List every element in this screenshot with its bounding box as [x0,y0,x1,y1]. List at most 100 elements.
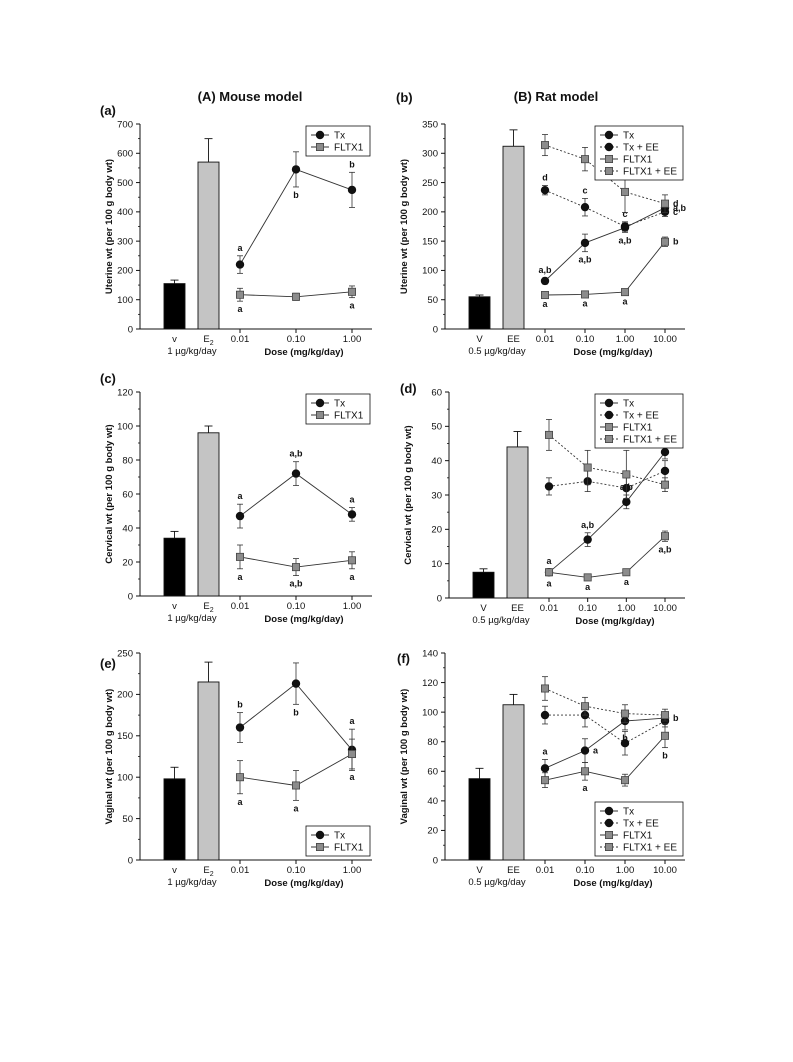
x-tick-label: 0.01 [536,334,555,345]
series-line [544,207,666,282]
series-line [548,535,666,578]
bar-estrogen [197,432,220,597]
legend-marker [604,142,614,152]
panel-b: (b) 0 50 100 150 200 250 300 350 Uterine wt (per … [396,90,687,358]
y-tick-label: 140 [422,648,438,659]
bar-estrogen [506,446,529,599]
bar-label: v [172,334,177,345]
bar-label: V [476,334,483,345]
significance-label: d [542,173,548,183]
series-tx: a a,b a [235,449,357,529]
y-tick-label: 200 [117,266,133,277]
data-point [621,187,630,196]
legend-entry: Tx [334,399,345,410]
series-line [544,688,666,716]
data-point [581,155,590,164]
y-tick-label: 60 [122,489,133,500]
significance-label: a,b [658,544,672,554]
y-tick-label: 100 [117,421,133,432]
y-axis-label: Uterine wt (per 100 g body wt) [399,159,410,294]
data-point [235,723,245,732]
data-point [661,711,670,720]
data-point [235,290,244,299]
column-title-mouse: (A) Mouse model [198,89,303,104]
bar-vehicle [468,778,491,861]
bar-dose-note: 0.5 µg/kg/day [468,346,525,357]
data-point [583,535,592,544]
data-point [580,746,590,755]
data-point [583,463,592,472]
y-tick-label: 100 [117,295,133,306]
data-point [291,469,301,478]
significance-label: a [349,572,355,582]
significance-label: c [673,207,678,217]
y-tick-label: 40 [122,523,133,534]
legend-entry: Tx + EE [623,411,659,422]
y-tick-label: 100 [422,266,438,277]
y-tick-label: 400 [117,207,133,218]
panel-tag: (e) [100,656,116,671]
bar-label-subscript: 2 [210,871,214,878]
significance-label: b [293,707,299,717]
x-tick-label: 0.10 [287,865,306,876]
legend-entry: FLTX1 [623,831,653,842]
significance-label: b [673,237,679,247]
data-point [660,447,670,457]
y-tick-label: 600 [117,149,133,160]
significance-label: a,b [289,579,303,589]
legend-entry: FLTX1 [334,143,364,154]
y-tick-label: 120 [422,678,438,689]
y-axis-label: Uterine wt (per 100 g body wt) [104,159,115,294]
x-tick-label: 1.00 [343,601,362,612]
legend-marker [605,831,614,840]
legend-entry: Tx [334,131,345,142]
series-fltx1: a a,b a [235,544,356,589]
significance-label: a [546,556,552,566]
bar-dose-note: 1 µg/kg/day [167,613,217,624]
data-point [347,750,356,759]
data-point [545,568,554,577]
y-tick-label: 120 [117,387,133,398]
data-point [347,185,357,195]
series-tx-ee [540,702,670,756]
y-tick-label: 50 [427,295,438,306]
x-tick-label: 1.00 [616,865,635,876]
significance-label: a,b [578,255,592,265]
legend-marker [604,130,614,140]
x-tick-label: 0.01 [540,603,559,614]
significance-label: a,b [673,203,687,213]
legend-marker [605,422,614,431]
y-tick-label: 200 [117,690,133,701]
data-point [581,290,590,299]
series-tx: a a b b [540,711,679,778]
x-axis-label: Dose (mg/kg/day) [575,616,654,627]
x-axis-label: Dose (mg/kg/day) [264,614,343,625]
data-point [291,292,300,301]
legend-marker [315,398,325,408]
bar-label: EE [511,603,524,614]
panel-tag: (d) [400,381,417,396]
data-point [541,776,550,785]
bar-dose-note: 0.5 µg/kg/day [468,877,525,888]
x-tick-label: 10.00 [653,334,677,345]
data-point [622,568,631,577]
significance-label: a [349,772,355,782]
x-tick-label: 0.10 [287,601,306,612]
data-point [544,482,554,491]
significance-label: a [542,299,548,309]
significance-label: a [624,577,630,587]
legend-entry: Tx [623,399,634,410]
data-point [622,470,631,479]
data-point [661,199,670,208]
data-point [291,563,300,572]
significance-label: a [582,783,588,793]
data-point [541,141,550,150]
data-point [581,702,590,711]
significance-label: a [349,716,355,726]
x-axis-label: Dose (mg/kg/day) [573,347,652,358]
y-tick-label: 250 [117,648,133,659]
data-point [235,773,244,782]
bar-label-subscript: 2 [210,607,214,614]
y-tick-label: 50 [122,814,133,825]
